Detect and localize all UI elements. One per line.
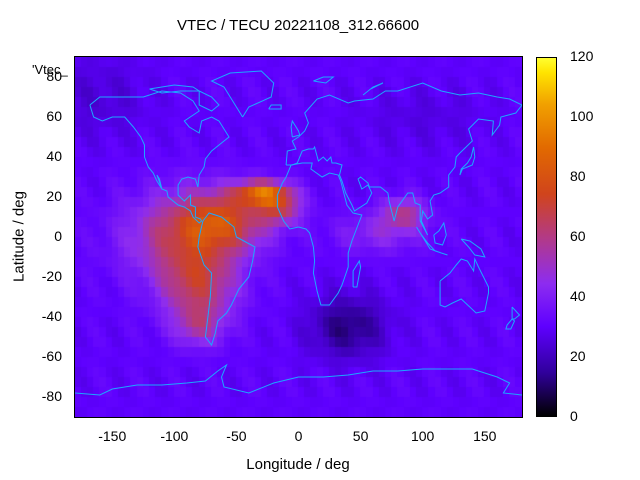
x-axis-label: Longitude / deg	[246, 456, 350, 473]
coastline-south-america	[197, 212, 256, 347]
y-tick-label: 80	[46, 68, 62, 84]
x-tick-label: -100	[160, 428, 189, 444]
x-tick-label: 50	[352, 428, 369, 444]
coastline-eurasia	[285, 82, 522, 236]
y-tick-label: -20	[41, 268, 62, 284]
coastline-australia	[439, 257, 489, 314]
x-tick-label: -150	[98, 428, 127, 444]
coastline-indonesia	[416, 226, 448, 256]
y-tick-label: 0	[54, 228, 62, 244]
coastline-madagascar	[352, 259, 362, 288]
y-tick-label: 20	[46, 188, 62, 204]
x-tick-label: 150	[473, 428, 497, 444]
y-tick-label: -40	[41, 308, 62, 324]
coastline-new-zealand	[511, 306, 521, 320]
y-axis-label: Latitude / deg	[10, 191, 28, 282]
coastline-overlay	[75, 70, 522, 396]
coastline-north-america	[89, 90, 230, 224]
y-tick-label: 60	[46, 108, 62, 124]
coastline-baffin	[198, 90, 220, 112]
coastline-novaya-zemlya	[362, 82, 384, 96]
plot-frame	[74, 56, 523, 418]
coastline-uk	[290, 119, 301, 138]
y-tick-label: 40	[46, 148, 62, 164]
colorbar-tick-label: 60	[570, 228, 586, 244]
vtec-heatmap	[75, 57, 522, 417]
coastline-antarctica	[75, 363, 522, 396]
coastline-new-guinea	[460, 238, 486, 258]
y-tick-label: -80	[41, 388, 62, 404]
coastline-greenland	[210, 70, 275, 118]
legend-key: 'Vtec_	[32, 62, 68, 77]
coastline-iceland	[268, 104, 282, 110]
coastline-africa	[276, 162, 363, 306]
x-tick-label: 100	[410, 428, 435, 444]
colorbar-tick-label: 20	[570, 348, 586, 364]
x-tick-label: 0	[294, 428, 303, 444]
coastline-borneo	[433, 221, 447, 246]
y-tick-label: -60	[41, 348, 62, 364]
colorbar-tick-label: 120	[570, 48, 594, 64]
colorbar-tick-label: 0	[570, 408, 578, 424]
colorbar-tick-label: 40	[570, 288, 586, 304]
coastline-canadian-arch	[149, 84, 201, 94]
chart-title: VTEC / TECU 20221108_312.66600	[176, 17, 420, 34]
colorbar	[536, 57, 557, 417]
coastline-svalbard	[313, 76, 335, 84]
coastline-new-zealand-south	[505, 318, 516, 330]
x-tick-label: -50	[226, 428, 247, 444]
colorbar-tick-label: 100	[570, 108, 594, 124]
colorbar-tick-label: 80	[570, 168, 586, 184]
coastline-japan	[459, 146, 476, 176]
